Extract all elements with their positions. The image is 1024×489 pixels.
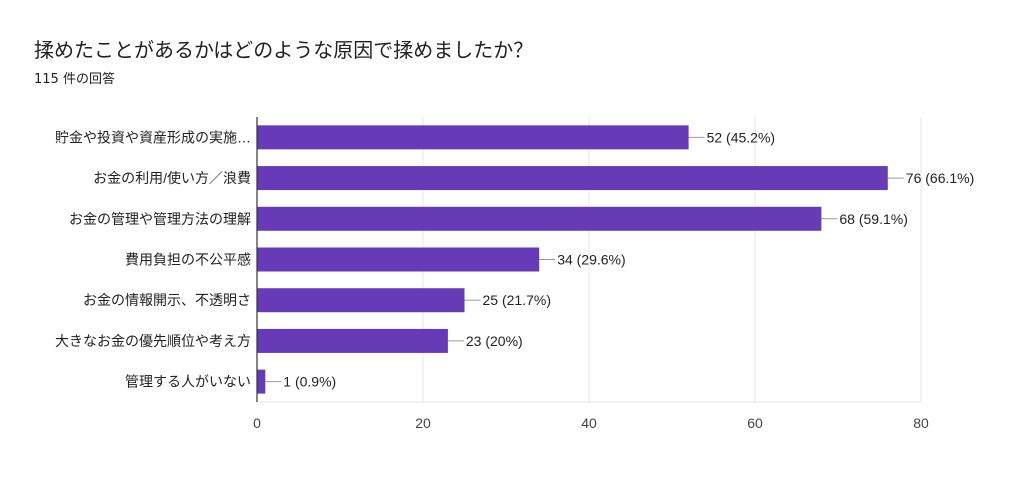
bar <box>257 125 689 150</box>
data-label: 1 (0.9%) <box>283 374 336 390</box>
data-label: 34 (29.6%) <box>557 252 625 268</box>
category-label: 大きなお金の優先順位や考え方 <box>55 333 251 349</box>
data-label: 52 (45.2%) <box>707 129 775 145</box>
data-label: 25 (21.7%) <box>483 292 551 308</box>
x-tick-label: 80 <box>913 415 929 431</box>
bar <box>257 369 266 394</box>
data-label: 76 (66.1%) <box>906 170 974 186</box>
category-label: お金の管理や管理方法の理解 <box>69 211 251 227</box>
bar <box>257 288 465 313</box>
x-tick-label: 40 <box>581 415 597 431</box>
x-tick-label: 20 <box>415 415 431 431</box>
category-label: 費用負担の不公平感 <box>125 252 251 268</box>
data-label: 23 (20%) <box>466 333 523 349</box>
x-tick-label: 0 <box>253 415 261 431</box>
response-count: 115 件の回答 <box>34 72 115 87</box>
category-label: 貯金や投資や資産形成の実施… <box>55 129 251 145</box>
x-tick-label: 60 <box>747 415 763 431</box>
category-label: お金の情報開示、不透明さ <box>83 292 251 308</box>
data-label: 68 (59.1%) <box>839 211 907 227</box>
category-label: 管理する人がいない <box>125 374 251 390</box>
bar <box>257 247 540 272</box>
bar <box>257 328 448 353</box>
bar <box>257 166 888 191</box>
category-label: お金の利用/使い方／浪費 <box>93 170 251 186</box>
chart-title: 揉めたことがあるかはどのような原因で揉めましたか？ <box>34 38 534 62</box>
bar <box>257 206 822 231</box>
